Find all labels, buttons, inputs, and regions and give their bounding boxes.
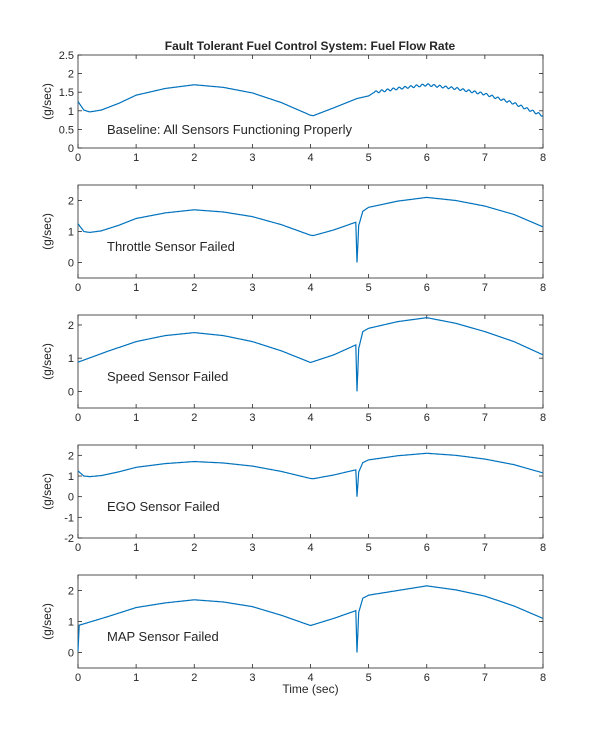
y-axis-label: (g/sec) [40,603,54,640]
x-tick-label: 2 [191,542,197,554]
x-tick-label: 1 [133,542,139,554]
y-axis-label: (g/sec) [40,213,54,250]
x-tick-label: 7 [482,412,488,424]
x-tick-label: 7 [482,542,488,554]
x-tick-label: 1 [133,282,139,294]
subplot-4: 0 1 2 3 4 5 6 7 8 -2 -1 0 1 2 (g/sec) EGO Sensor Failed [40,444,546,554]
x-tick-label: 4 [307,412,313,424]
x-tick-label: 2 [191,412,197,424]
x-tick-label: 6 [424,282,430,294]
subplot-3: 0 1 2 3 4 5 6 7 8 0 1 2 (g/sec) Speed Sensor Failed [40,314,546,424]
x-tick-label: 4 [307,282,313,294]
x-tick-label: 1 [133,672,139,684]
x-tick-label: 8 [540,282,546,294]
x-tick-label: 8 [540,542,546,554]
series-line-fuel-flow [77,317,544,392]
annotation-text: EGO Sensor Failed [107,499,220,514]
x-tick-label: 5 [366,282,372,294]
y-tick-label: 2 [68,450,74,462]
series-line-fuel-flow [77,196,544,263]
series-line-fuel-flow [77,83,544,117]
y-tick-label: -1 [64,512,74,524]
x-tick-label: 4 [307,542,313,554]
x-tick-label: 4 [307,672,313,684]
x-tick-label: 8 [540,672,546,684]
x-tick-label: 3 [249,672,255,684]
x-tick-label: 8 [540,412,546,424]
x-tick-label: 0 [75,412,81,424]
y-axis-label: (g/sec) [40,343,54,380]
x-tick-label: 3 [249,412,255,424]
y-tick-label: 1 [68,353,74,365]
x-axis-label: Time (sec) [282,682,338,696]
series-line-fuel-flow [77,452,544,497]
x-tick-label: 0 [75,672,81,684]
axes-box [77,444,544,539]
x-tick-label: 3 [249,542,255,554]
y-tick-label: 2 [68,320,74,332]
y-tick-label: 0 [68,386,74,398]
x-tick-label: 6 [424,542,430,554]
y-axis-label: (g/sec) [40,83,54,120]
annotation-text: MAP Sensor Failed [107,629,219,644]
x-tick-label: 6 [424,152,430,164]
y-tick-label: 2.5 [59,50,74,62]
x-tick-label: 2 [191,672,197,684]
x-tick-label: 2 [191,152,197,164]
y-tick-label: 1 [68,617,74,629]
y-tick-label: 0.5 [59,124,74,136]
y-tick-label: 1 [68,227,74,239]
x-tick-label: 3 [249,152,255,164]
x-tick-label: 5 [366,412,372,424]
x-tick-label: 0 [75,542,81,554]
y-tick-label: 0 [68,492,74,504]
x-tick-label: 0 [75,282,81,294]
x-tick-label: 3 [249,282,255,294]
y-tick-label: -2 [64,533,74,545]
annotation-text: Speed Sensor Failed [107,369,228,384]
x-tick-label: 8 [540,152,546,164]
annotation-text: Baseline: All Sensors Functioning Proper… [107,122,352,137]
x-tick-label: 6 [424,672,430,684]
y-tick-label: 1 [68,106,74,118]
y-tick-label: 2 [68,196,74,208]
x-tick-label: 1 [133,152,139,164]
annotation-text: Throttle Sensor Failed [107,239,235,254]
y-tick-label: 1.5 [59,87,74,99]
x-tick-label: 0 [75,152,81,164]
subplot-5: 0 1 2 3 4 5 6 7 8 0 1 2 (g/sec) Time (sec) MAP Sensor … [40,574,546,696]
x-tick-label: 1 [133,412,139,424]
y-tick-label: 2 [68,586,74,598]
x-tick-label: 5 [366,152,372,164]
series-line-fuel-flow [77,585,544,653]
axes-box [77,184,544,279]
subplot-2: 0 1 2 3 4 5 6 7 8 0 1 2 (g/sec) Throttle Sensor Faile… [40,184,546,294]
y-axis-label: (g/sec) [40,473,54,510]
x-tick-label: 2 [191,282,197,294]
subplot-1: 0 1 2 3 4 5 6 7 8 0 0.5 1 1.5 2 2.5 (g/sec) Baseline: Al… [40,50,546,164]
x-tick-label: 5 [366,672,372,684]
y-tick-label: 0 [68,143,74,155]
x-tick-label: 6 [424,412,430,424]
axes-box [77,314,544,409]
x-tick-label: 7 [482,672,488,684]
chart-title: Fault Tolerant Fuel Control System: Fuel… [165,39,456,53]
x-tick-label: 7 [482,152,488,164]
x-tick-label: 4 [307,152,313,164]
y-tick-label: 0 [68,648,74,660]
y-tick-label: 0 [68,258,74,270]
x-tick-label: 5 [366,542,372,554]
axes-box [77,54,544,149]
y-tick-label: 2 [68,69,74,81]
y-tick-label: 1 [68,471,74,483]
axes-box [77,574,544,669]
x-tick-label: 7 [482,282,488,294]
